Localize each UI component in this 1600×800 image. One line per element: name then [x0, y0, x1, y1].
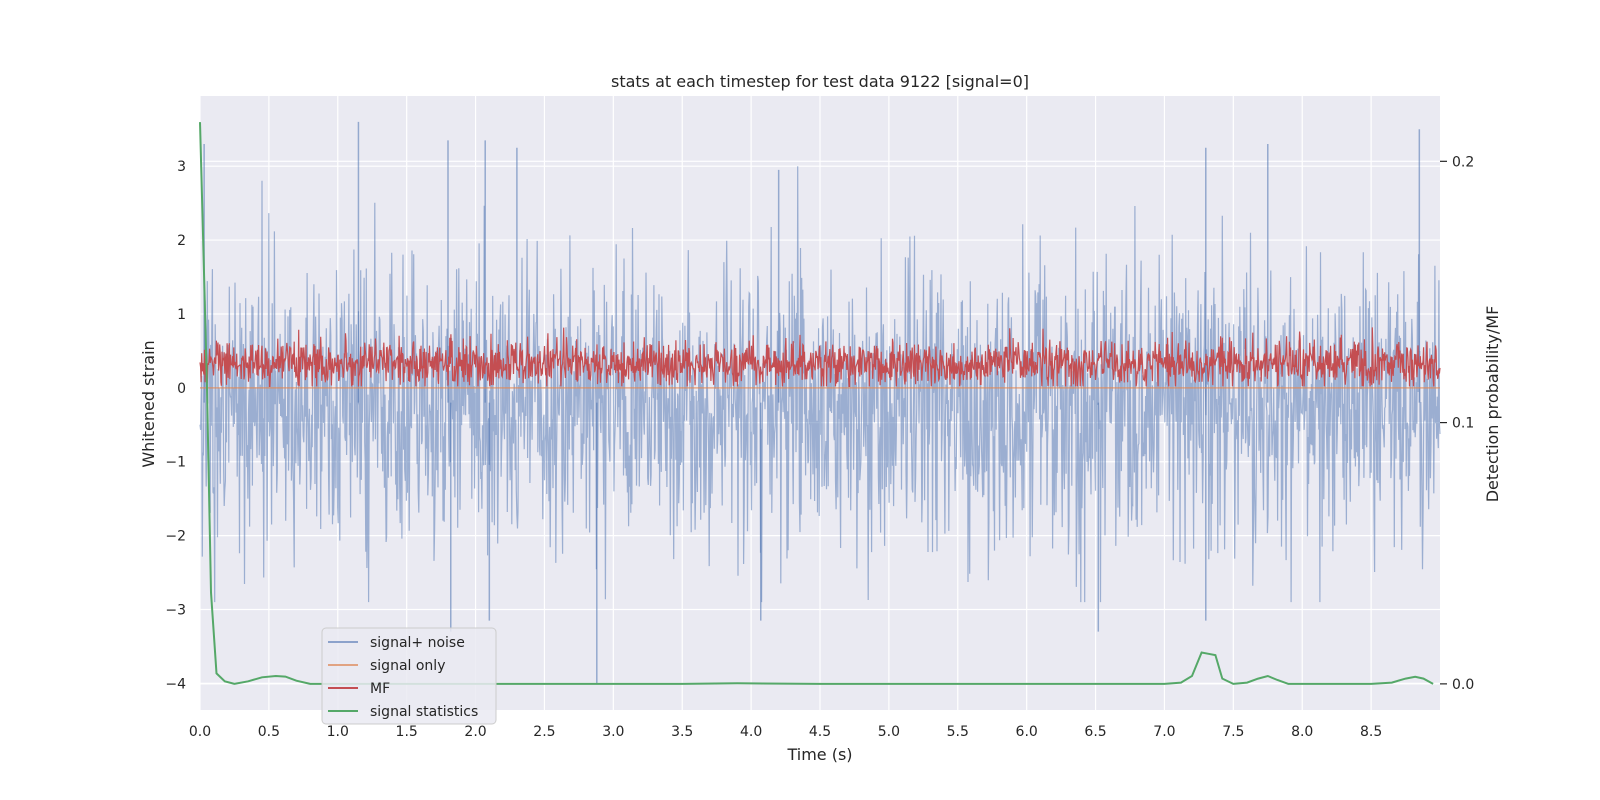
x-tick-label: 7.5	[1222, 724, 1244, 740]
legend-label: signal only	[370, 658, 445, 674]
x-tick-label: 0.0	[189, 724, 211, 740]
x-tick-label: 6.0	[1016, 724, 1038, 740]
x-tick-label: 4.5	[809, 724, 831, 740]
x-tick-label: 2.0	[464, 724, 486, 740]
legend-label: signal statistics	[370, 704, 478, 720]
right-y-tick-label: 0.0	[1452, 677, 1474, 693]
left-y-axis-label: Whitened strain	[139, 340, 158, 467]
left-y-tick-label: 0	[177, 381, 186, 397]
x-axis-ticks: 0.0 0.5 1.0 1.5 2.0 2.5 3.0 3.5 4.0 4.5 5.0 5.5 6.0 6…	[189, 724, 1382, 740]
legend-label: MF	[370, 681, 390, 697]
x-tick-label: 5.0	[878, 724, 900, 740]
left-y-tick-label: 3	[177, 159, 186, 175]
right-y-tick-label: 0.1	[1452, 416, 1474, 432]
mf-line	[199, 327, 1441, 387]
left-y-tick-label: 1	[177, 307, 186, 323]
left-y-axis-ticks: 3 2 1 0 −1 −2 −3 −4	[165, 159, 186, 692]
x-tick-label: 3.5	[671, 724, 693, 740]
x-axis-label: Time (s)	[786, 745, 852, 764]
x-tick-label: 2.5	[533, 724, 555, 740]
legend-box	[321, 627, 497, 725]
x-tick-label: 3.0	[602, 724, 624, 740]
signal-noise-line	[199, 166, 1441, 603]
x-tick-label: 1.5	[396, 724, 418, 740]
x-tick-label: 7.0	[1153, 724, 1175, 740]
x-tick-label: 8.0	[1291, 724, 1313, 740]
legend-label: signal+ noise	[370, 635, 465, 651]
left-y-tick-label: −2	[165, 529, 186, 545]
left-y-tick-label: 2	[177, 233, 186, 249]
x-tick-label: 0.5	[258, 724, 280, 740]
legend: signal+ noise signal only MF signal statist…	[321, 627, 497, 725]
x-tick-label: 8.5	[1360, 724, 1382, 740]
x-tick-label: 6.5	[1084, 724, 1106, 740]
left-y-tick-label: −3	[165, 603, 186, 619]
right-y-axis-label: Detection probability/MF	[1483, 306, 1502, 503]
series-layer	[199, 121, 1441, 685]
right-y-tick-label: 0.2	[1452, 154, 1474, 170]
signal-statistics-line	[199, 122, 1434, 685]
chart-title: stats at each timestep for test data 912…	[611, 72, 1029, 91]
x-tick-label: 5.5	[947, 724, 969, 740]
x-tick-label: 4.0	[740, 724, 762, 740]
right-y-axis-ticks: 0.2 0.1 0.0	[1440, 154, 1474, 693]
left-y-tick-label: −4	[165, 676, 186, 692]
x-tick-label: 1.0	[327, 724, 349, 740]
left-y-tick-label: −1	[165, 455, 186, 471]
